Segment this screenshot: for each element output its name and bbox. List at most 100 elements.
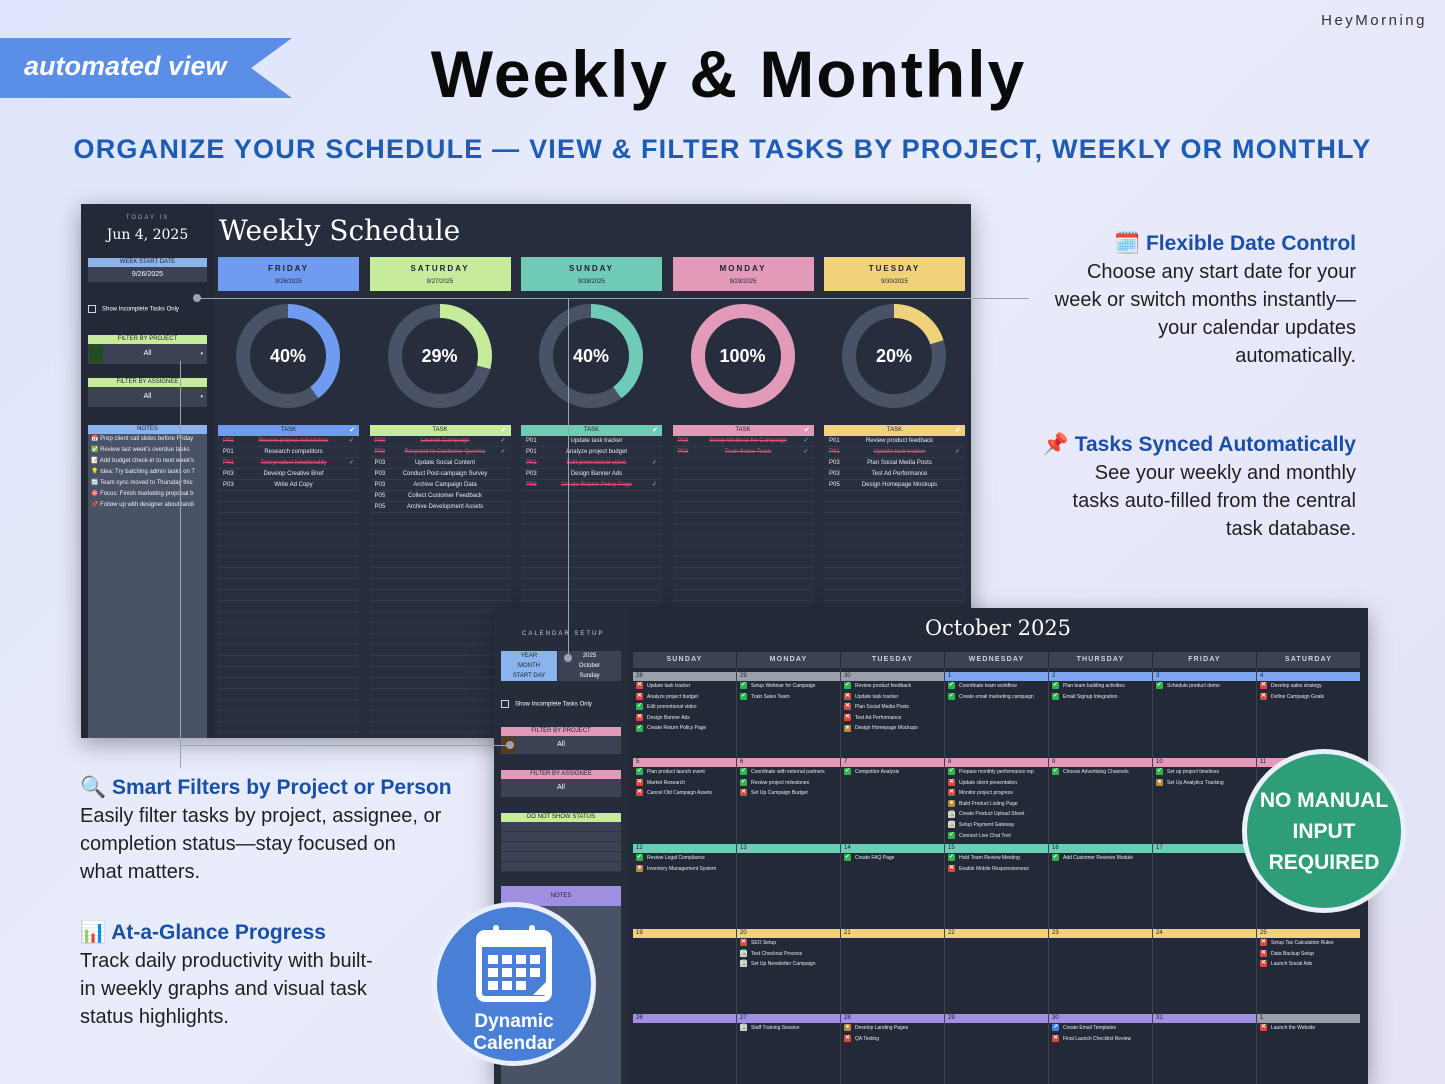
calendar-task[interactable]: ✕ Update task tracker (633, 681, 736, 692)
day-cell[interactable]: ↗ Create Email Templates ✕ Final Launch Che… (1049, 1023, 1152, 1044)
task-row[interactable]: P01 Edit promotional video ✓ (521, 458, 662, 469)
calendar-task[interactable]: ✕ Test Ad Performance (841, 713, 944, 724)
calendar-task[interactable]: ✕ Final Launch Checklist Review (1049, 1034, 1152, 1045)
calendar-task[interactable]: ✕ Market Research (633, 778, 736, 789)
task-row[interactable]: P05 Archive Development Assets (370, 502, 511, 513)
task-row[interactable]: P01 Update task tracker (521, 436, 662, 447)
calendar-task[interactable]: ⌛ Set Up Newsletter Campaign (737, 959, 840, 970)
calendar-task[interactable]: ⏸ Build Product Listing Page (945, 799, 1048, 810)
task-row[interactable]: P01 Research competitors (218, 447, 359, 458)
calendar-task[interactable]: ⏸ Develop Landing Pages (841, 1023, 944, 1034)
calendar-task[interactable]: ✕ Set Up Campaign Budget (737, 788, 840, 799)
monthly-filter-project-select[interactable]: All (501, 736, 621, 754)
calendar-task[interactable]: ✕ Setup Tax Calculation Rules (1257, 938, 1360, 949)
calendar-task[interactable]: ✓ Create Return Policy Page (633, 723, 736, 734)
task-row[interactable]: P01 Update task tracker ✓ (824, 447, 965, 458)
day-cell[interactable]: ✓ Set up project timelines ⏸ Set Up Analyti… (1153, 767, 1256, 788)
day-cell[interactable]: ✓ Schedule product demo (1153, 681, 1256, 692)
calendar-task[interactable]: ↗ Create Email Templates (1049, 1023, 1152, 1034)
calendar-task[interactable]: ⏸ Design Homepage Mockups (841, 723, 944, 734)
show-incomplete-toggle[interactable]: Show Incomplete Tasks Only (88, 305, 207, 313)
calendar-task[interactable]: ✓ Plan product launch event (633, 767, 736, 778)
task-row[interactable]: P03 Plan Social Media Posts (824, 458, 965, 469)
task-row[interactable]: P01 Review product feedback (824, 436, 965, 447)
calendar-task[interactable]: ✓ Hold Team Review Meeting (945, 853, 1048, 864)
checkbox-icon[interactable] (88, 305, 96, 313)
task-row[interactable]: P03 Test Ad Performance (824, 469, 965, 480)
day-cell[interactable]: ✓ Coordinate team workflow ✓ Create email m… (945, 681, 1048, 702)
calendar-task[interactable]: ✕ Update client presentation (945, 778, 1048, 789)
calendar-task[interactable]: ✓ Competitor Analysis (841, 767, 944, 778)
calendar-task[interactable]: ✓ Review project milestones (737, 778, 840, 789)
calendar-task[interactable]: ✓ Train Sales Team (737, 692, 840, 703)
calendar-task[interactable]: ✕ Plan Social Media Posts (841, 702, 944, 713)
day-cell[interactable]: ✓ Review Legal Compliance ⏸ Inventory Manag… (633, 853, 736, 874)
day-cell[interactable]: ✓ Hold Team Review Meeting ✕ Enable Mobile … (945, 853, 1048, 874)
calendar-task[interactable]: ✓ Add Customer Reviews Module (1049, 853, 1152, 864)
calendar-task[interactable]: ⌛ Staff Training Session (737, 1023, 840, 1034)
week-start-input[interactable]: 9/26/2025 (88, 267, 207, 282)
task-row[interactable]: P03 Conduct Post-campaign Survey (370, 469, 511, 480)
task-row[interactable]: P05 Design Homepage Mockups (824, 480, 965, 491)
calendar-task[interactable]: ✓ Choose Advertising Channels (1049, 767, 1152, 778)
task-row[interactable]: P03 Launch Campaign ✓ (370, 436, 511, 447)
calendar-task[interactable]: ⌛ Create Product Upload Sheet (945, 809, 1048, 820)
day-cell[interactable]: ✓ Competitor Analysis (841, 767, 944, 778)
day-cell[interactable]: ✓ Review product feedback ✕ Update task tra… (841, 681, 944, 734)
task-row[interactable]: P03 Train Sales Team ✓ (673, 447, 814, 458)
calendar-task[interactable]: ✓ Create FAQ Page (841, 853, 944, 864)
calendar-task[interactable]: ✓ Coordinate with external partners (737, 767, 840, 778)
task-row[interactable]: P03 Archive Campaign Data (370, 480, 511, 491)
calendar-task[interactable]: ✓ Connect Live Chat Tool (945, 831, 1048, 842)
task-row[interactable]: P03 Develop Creative Brief (218, 469, 359, 480)
calendar-task[interactable]: ✓ Review Legal Compliance (633, 853, 736, 864)
calendar-task[interactable]: ✕ QA Testing (841, 1034, 944, 1045)
startday-select[interactable]: Sunday (558, 671, 621, 681)
day-cell[interactable]: ✓ Create FAQ Page (841, 853, 944, 864)
calendar-task[interactable]: ✕ Develop sales strategy (1257, 681, 1360, 692)
do-not-show-select[interactable] (501, 822, 621, 872)
day-cell[interactable]: ✕ Update task tracker ✕ Analyze project bud… (633, 681, 736, 734)
calendar-task[interactable]: ✕ SEO Setup (737, 938, 840, 949)
month-select[interactable]: October (558, 661, 621, 671)
calendar-task[interactable]: ⏸ Set Up Analytics Tracking (1153, 778, 1256, 789)
note-item[interactable]: ✅ Review last week's overdue tasks (91, 447, 190, 453)
day-cell[interactable]: ✓ Plan product launch event ✕ Market Resear… (633, 767, 736, 799)
day-cell[interactable]: ✓ Choose Advertising Channels (1049, 767, 1152, 778)
day-cell[interactable]: ✓ Add Customer Reviews Module (1049, 853, 1152, 864)
calendar-task[interactable]: ✕ Monitor project progress (945, 788, 1048, 799)
day-cell[interactable]: ✓ Coordinate with external partners ✓ Revie… (737, 767, 840, 799)
calendar-task[interactable]: ✓ Prepare monthly performance rep (945, 767, 1048, 778)
calendar-task[interactable]: ✕ Data Backup Setup (1257, 949, 1360, 960)
calendar-task[interactable]: ✕ Define Campaign Goals (1257, 692, 1360, 703)
calendar-task[interactable]: ✕ Design Banner Ads (633, 713, 736, 724)
calendar-task[interactable]: ✓ Schedule product demo (1153, 681, 1256, 692)
note-item[interactable]: 📅 Prep client call slides before Friday (91, 436, 194, 442)
calendar-task[interactable]: ✓ Edit promotional video (633, 702, 736, 713)
calendar-task[interactable]: ✓ Set up project timelines (1153, 767, 1256, 778)
calendar-task[interactable]: ✓ Create email marketing campaign (945, 692, 1048, 703)
monthly-filter-assignee-select[interactable]: All (501, 779, 621, 797)
note-item[interactable]: 📌 Follow up with designer about landi (91, 502, 194, 508)
calendar-task[interactable]: ✕ Analyze project budget (633, 692, 736, 703)
checkbox-icon[interactable] (501, 700, 509, 708)
day-cell[interactable]: ✓ Setup Webinar for Campaign ✓ Train Sales … (737, 681, 840, 702)
day-cell[interactable]: ✕ Develop sales strategy ✕ Define Campaign … (1257, 681, 1360, 702)
calendar-task[interactable]: ⏸ Inventory Management System (633, 864, 736, 875)
day-cell[interactable]: ✕ Setup Tax Calculation Rules ✕ Data Backup… (1257, 938, 1360, 970)
day-cell[interactable]: ✓ Plan team building activities ✓ Email Sig… (1049, 681, 1152, 702)
calendar-task[interactable]: ✓ Email Signup Integration (1049, 692, 1152, 703)
calendar-task[interactable]: ✓ Coordinate team workflow (945, 681, 1048, 692)
calendar-task[interactable]: ⌛ Test Checkout Process (737, 949, 840, 960)
calendar-task[interactable]: ✕ Launch Social Ads (1257, 959, 1360, 970)
task-row[interactable]: P03 Write Ad Copy (218, 480, 359, 491)
task-row[interactable]: P03 Update Social Content (370, 458, 511, 469)
day-cell[interactable]: ⌛ Staff Training Session (737, 1023, 840, 1034)
task-row[interactable]: P03 Respond to Customer Queries ✓ (370, 447, 511, 458)
task-row[interactable]: P05 Collect Customer Feedback (370, 491, 511, 502)
filter-project-select[interactable]: All ▾ (88, 344, 207, 364)
day-cell[interactable]: ✕ Launch the Website (1257, 1023, 1360, 1034)
task-row[interactable]: P03 Setup Webinar for Campaign ✓ (673, 436, 814, 447)
day-cell[interactable]: ✓ Prepare monthly performance rep ✕ Update … (945, 767, 1048, 841)
calendar-task[interactable]: ✕ Enable Mobile Responsiveness (945, 864, 1048, 875)
